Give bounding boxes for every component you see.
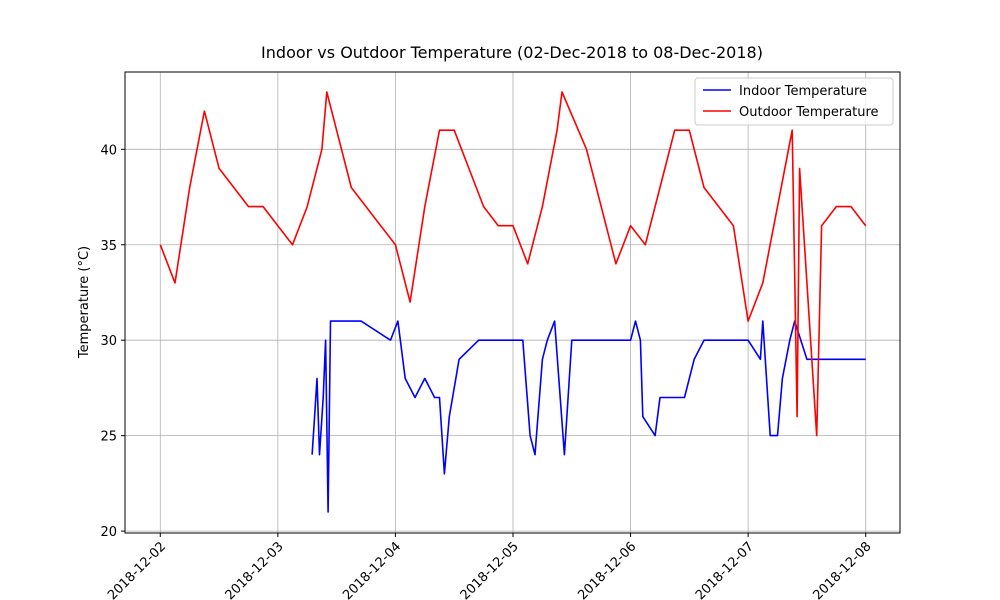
legend-label: Outdoor Temperature xyxy=(739,105,879,120)
data-line xyxy=(311,320,866,513)
x-tick-label: 2018-12-04 xyxy=(340,539,404,600)
x-tick-label: 2018-12-07 xyxy=(693,539,757,600)
x-tick-label: 2018-12-02 xyxy=(105,539,169,600)
y-tick-label: 30 xyxy=(100,334,117,349)
y-tick-label: 20 xyxy=(100,525,117,540)
plot-frame xyxy=(124,71,901,534)
y-tick-label: 40 xyxy=(100,143,117,158)
y-tick-label: 25 xyxy=(100,430,117,445)
x-tick-label: 2018-12-03 xyxy=(223,539,287,600)
legend-box xyxy=(694,77,894,126)
x-tick-label: 2018-12-05 xyxy=(458,539,522,600)
data-line xyxy=(159,91,867,437)
x-tick-label: 2018-12-08 xyxy=(810,539,874,600)
x-tick-label: 2018-12-06 xyxy=(575,539,639,600)
y-tick-label: 35 xyxy=(100,239,117,254)
legend-label: Indoor Temperature xyxy=(739,84,867,99)
y-axis-label: Temperature (°C) xyxy=(77,246,92,359)
chart-title: Indoor vs Outdoor Temperature (02-Dec-20… xyxy=(261,43,763,62)
